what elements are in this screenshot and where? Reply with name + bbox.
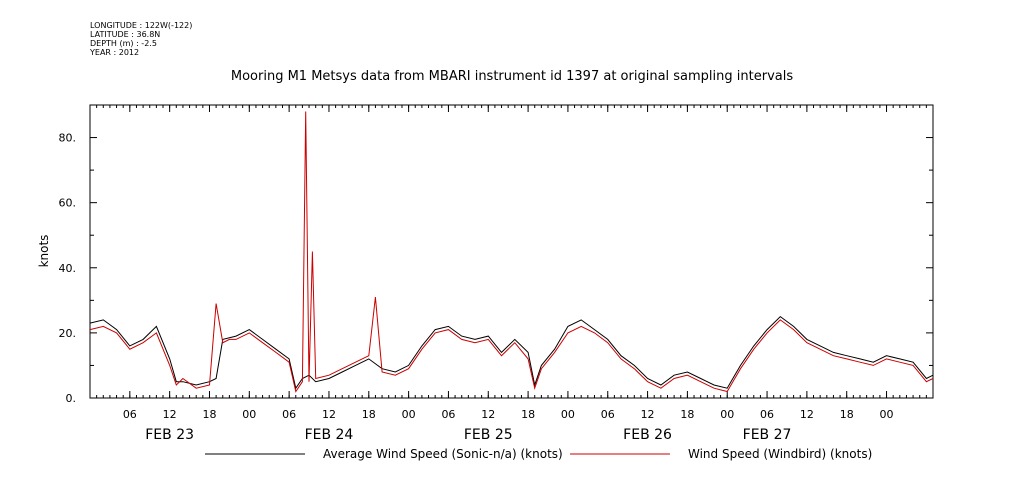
x-tick-labels: 06 12 18 00 06 12 18 00 06 12 18 00 06 12 18 00 06 12 18 00 — [123, 408, 894, 421]
date-label: FEB 25 — [464, 427, 513, 443]
meta-latitude: LATITUDE : 36.8N — [90, 30, 161, 39]
date-labels: FEB 23 FEB 24 FEB 25 FEB 26 FEB 27 — [145, 427, 791, 443]
y-tick-label: 20. — [59, 327, 77, 340]
legend-label-windbird-wind-speed: Wind Speed (Windbird) (knots) — [688, 447, 872, 461]
x-tick-label: 18 — [202, 408, 216, 421]
meta-longitude: LONGITUDE : 122W(-122) — [90, 21, 193, 30]
x-tick-label: 06 — [282, 408, 296, 421]
date-label: FEB 24 — [305, 427, 354, 443]
x-tick-label: 06 — [760, 408, 774, 421]
meta-depth: DEPTH (m) : -2.5 — [90, 39, 157, 48]
metadata-block: LONGITUDE : 122W(-122) LATITUDE : 36.8N … — [90, 21, 192, 57]
x-tick-label: 18 — [521, 408, 535, 421]
axis-ticks — [89, 104, 934, 399]
series-lines — [89, 111, 934, 393]
plot-frame — [89, 104, 934, 399]
x-tick-label: 18 — [680, 408, 694, 421]
x-tick-label: 12 — [641, 408, 655, 421]
x-tick-label: 00 — [880, 408, 894, 421]
x-tick-label: 12 — [322, 408, 336, 421]
y-tick-labels: 0. 20. 40. 60. 80. — [59, 132, 77, 405]
legend: Average Wind Speed (Sonic-n/a) (knots) Wi… — [205, 447, 872, 461]
x-tick-label: 00 — [242, 408, 256, 421]
x-tick-label: 06 — [601, 408, 615, 421]
x-tick-label: 18 — [840, 408, 854, 421]
x-tick-label: 00 — [720, 408, 734, 421]
y-tick-label: 60. — [59, 197, 77, 210]
y-tick-label: 40. — [59, 262, 77, 275]
chart-title: Mooring M1 Metsys data from MBARI instru… — [231, 69, 793, 84]
x-tick-label: 00 — [402, 408, 416, 421]
x-tick-label: 18 — [362, 408, 376, 421]
date-label: FEB 23 — [145, 427, 194, 443]
series-line-windbird-wind-speed — [89, 111, 934, 393]
y-tick-label: 0. — [66, 392, 77, 405]
x-tick-label: 06 — [123, 408, 137, 421]
x-tick-label: 06 — [441, 408, 455, 421]
x-tick-label: 12 — [800, 408, 814, 421]
legend-label-average-wind-speed: Average Wind Speed (Sonic-n/a) (knots) — [323, 447, 563, 461]
x-tick-label: 00 — [561, 408, 575, 421]
y-tick-label: 80. — [59, 132, 77, 145]
meta-year: YEAR : 2012 — [90, 48, 140, 57]
y-axis-label: knots — [37, 235, 51, 268]
date-label: FEB 27 — [743, 427, 792, 443]
series-line-average-wind-speed — [89, 315, 934, 390]
x-tick-label: 12 — [163, 408, 177, 421]
date-label: FEB 26 — [623, 427, 672, 443]
x-tick-label: 12 — [481, 408, 495, 421]
